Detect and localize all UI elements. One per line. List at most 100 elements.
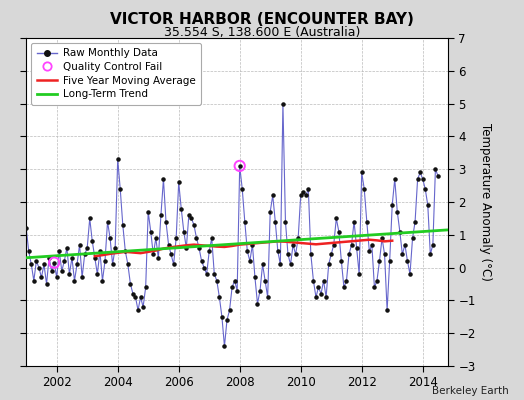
Point <box>304 186 312 192</box>
Point <box>268 192 277 199</box>
Point <box>431 166 440 172</box>
Point <box>413 176 422 182</box>
Point <box>337 258 345 264</box>
Point <box>96 248 104 254</box>
Point <box>429 242 437 248</box>
Point <box>271 218 279 225</box>
Point <box>106 235 114 241</box>
Point <box>58 268 66 274</box>
Point <box>248 242 257 248</box>
Point <box>241 218 249 225</box>
Point <box>37 274 46 281</box>
Point <box>294 235 302 241</box>
Point <box>380 251 389 258</box>
Point <box>139 304 147 310</box>
Point <box>286 261 294 268</box>
Point <box>360 186 368 192</box>
Point <box>434 172 442 179</box>
Point <box>253 300 261 307</box>
Point <box>169 261 178 268</box>
Point <box>27 261 36 268</box>
Point <box>416 169 424 176</box>
Point <box>147 228 155 235</box>
Point <box>320 278 328 284</box>
Point <box>266 209 275 215</box>
Point <box>251 274 259 281</box>
Point <box>81 251 89 258</box>
Point <box>363 218 371 225</box>
Point <box>108 261 117 268</box>
Point <box>126 281 135 287</box>
Point <box>302 192 310 199</box>
Point <box>200 264 209 271</box>
Point <box>426 251 434 258</box>
Point <box>378 235 386 241</box>
Point <box>32 258 40 264</box>
Point <box>35 264 43 271</box>
Point <box>235 163 244 169</box>
Point <box>383 307 391 314</box>
Text: VICTOR HARBOR (ENCOUNTER BAY): VICTOR HARBOR (ENCOUNTER BAY) <box>110 12 414 27</box>
Point <box>375 258 384 264</box>
Point <box>243 248 252 254</box>
Point <box>73 261 81 268</box>
Point <box>93 271 102 277</box>
Point <box>264 294 272 300</box>
Point <box>52 274 61 281</box>
Point <box>47 268 56 274</box>
Point <box>388 202 396 208</box>
Point <box>215 294 224 300</box>
Point <box>124 261 132 268</box>
Point <box>88 238 96 244</box>
Point <box>355 271 363 277</box>
Point <box>312 294 320 300</box>
Point <box>42 281 51 287</box>
Point <box>297 192 305 199</box>
Point <box>350 218 358 225</box>
Point <box>423 202 432 208</box>
Point <box>411 218 419 225</box>
Point <box>55 248 63 254</box>
Point <box>50 260 58 266</box>
Point <box>208 235 216 241</box>
Point <box>187 215 195 222</box>
Point <box>279 100 287 107</box>
Point <box>132 294 140 300</box>
Point <box>246 258 254 264</box>
Point <box>327 251 335 258</box>
Point <box>40 261 48 268</box>
Point <box>111 245 119 251</box>
Point <box>177 205 185 212</box>
Point <box>91 254 99 261</box>
Point <box>144 209 152 215</box>
Point <box>421 186 430 192</box>
Point <box>118 222 127 228</box>
Point <box>218 314 226 320</box>
Point <box>182 245 191 251</box>
Point <box>190 222 198 228</box>
Point <box>70 278 79 284</box>
Point <box>353 245 361 251</box>
Point <box>419 176 427 182</box>
Point <box>180 228 188 235</box>
Point <box>258 261 267 268</box>
Point <box>202 271 211 277</box>
Point <box>99 278 107 284</box>
Point <box>192 235 201 241</box>
Point <box>220 343 228 350</box>
Point <box>401 242 409 248</box>
Point <box>78 274 86 281</box>
Point <box>314 284 323 290</box>
Point <box>101 258 109 264</box>
Point <box>408 235 417 241</box>
Point <box>274 248 282 254</box>
Point <box>68 254 76 261</box>
Point <box>159 176 168 182</box>
Point <box>256 287 264 294</box>
Point <box>184 212 193 218</box>
Point <box>386 258 394 264</box>
Point <box>291 251 300 258</box>
Point <box>210 271 219 277</box>
Point <box>324 261 333 268</box>
Point <box>335 228 343 235</box>
